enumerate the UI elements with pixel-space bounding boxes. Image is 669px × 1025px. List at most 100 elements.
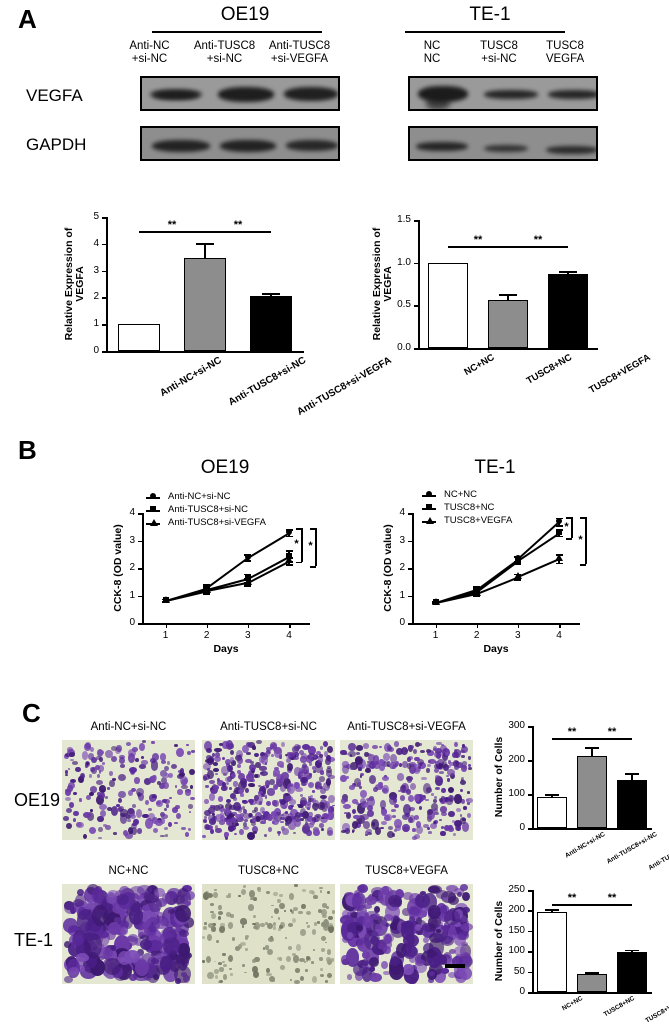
cell-blob (164, 826, 168, 830)
cell-blob (274, 746, 283, 755)
cell-blob (427, 750, 434, 756)
y-tick-label: 200 (508, 904, 525, 916)
cell-blob (343, 829, 347, 832)
cell-blob (203, 762, 211, 770)
cell-blob (225, 740, 234, 750)
cell-blob (265, 921, 268, 925)
y-tick-label: 4 (129, 507, 135, 518)
cell-blob (267, 788, 275, 796)
cell-blob (89, 792, 95, 797)
cell-blob (389, 955, 400, 966)
cell-blob (234, 833, 237, 836)
cell-blob (369, 775, 377, 785)
cell-blob (227, 954, 233, 962)
cell-blob (355, 745, 364, 751)
cell-blob (366, 763, 371, 770)
error-cap-2 (261, 292, 281, 295)
cell-blob (279, 816, 285, 820)
transwell-image-te1-2 (340, 884, 473, 984)
cell-blob (145, 916, 160, 932)
cell-blob (261, 794, 266, 798)
category-label-0: Anti-NC+si-NC (158, 355, 224, 400)
error-cap-bot-0-3 (555, 524, 563, 527)
cell-blob (136, 828, 142, 834)
cell-blob (302, 825, 311, 834)
cell-blob (103, 957, 121, 975)
y-tick-label: 300 (508, 720, 525, 731)
cell-blob (414, 954, 422, 963)
y-tick (408, 540, 413, 543)
legend-marker-1 (426, 504, 432, 510)
cell-blob (281, 813, 285, 817)
cell-blob (155, 911, 165, 923)
cell-blob (271, 818, 279, 825)
cell-blob (319, 957, 323, 961)
transwell-image-oe19-0 (62, 740, 195, 840)
cell-blob (299, 928, 306, 936)
cell-blob (109, 779, 115, 787)
cell-blob (293, 955, 300, 964)
cell-blob (256, 740, 262, 745)
cell-blob (78, 776, 85, 784)
cell-blob (456, 891, 463, 898)
cell-blob (302, 811, 310, 820)
cell-blob (419, 806, 423, 811)
cell-blob (217, 980, 221, 984)
cell-blob (315, 814, 322, 818)
cell-blob (285, 757, 292, 763)
cell-blob (77, 908, 95, 933)
cell-blob (460, 777, 464, 782)
cell-blob (438, 797, 444, 803)
cell-blob (102, 970, 109, 976)
cell-blob (355, 924, 363, 932)
cell-blob (76, 953, 90, 962)
cell-blob (125, 833, 134, 840)
cell-blob (332, 804, 335, 807)
cell-blob (319, 754, 323, 759)
cell-blob (280, 921, 285, 928)
cell-blob (163, 937, 181, 955)
cell-blob (270, 744, 274, 749)
cell-blob (157, 780, 162, 786)
cell-blob (222, 952, 226, 956)
blot-band (416, 142, 468, 151)
cell-blob (136, 884, 153, 896)
blot-title-oe19: OE19 (220, 4, 270, 25)
cell-blob (389, 754, 397, 764)
cell-blob (297, 745, 301, 749)
cell-blob (141, 740, 147, 743)
cell-blob (312, 949, 316, 952)
cell-blob (151, 740, 155, 745)
cell-blob (347, 921, 363, 934)
cell-blob (318, 909, 323, 913)
error-cap-0 (545, 908, 559, 911)
cell-blob (402, 823, 410, 832)
cell-blob (202, 960, 205, 963)
cell-blob (363, 929, 380, 950)
cell-blob (152, 973, 160, 980)
series-line-2 (247, 560, 290, 584)
cell-blob (308, 811, 313, 818)
cell-blob (346, 763, 351, 769)
cell-blob (271, 904, 274, 907)
cell-blob (222, 960, 226, 964)
cell-blob (448, 762, 456, 767)
cell-blob (213, 968, 220, 974)
cell-blob (225, 781, 229, 785)
cell-blob (108, 770, 113, 776)
significance-line-1 (205, 231, 271, 233)
cell-blob (325, 941, 328, 944)
category-label-0: Anti-NC+si-NC (564, 831, 607, 860)
cell-blob (212, 762, 219, 767)
cell-blob (154, 887, 165, 898)
cell-blob (411, 836, 417, 840)
cell-blob (427, 948, 434, 954)
cell-blob (312, 929, 316, 935)
cell-blob (266, 972, 272, 977)
cell-blob (373, 913, 380, 920)
cell-blob (269, 976, 276, 983)
cell-blob (280, 742, 285, 747)
cell-blob (184, 790, 191, 797)
blot-title-rule-te1 (405, 31, 565, 33)
cell-blob (306, 921, 309, 924)
